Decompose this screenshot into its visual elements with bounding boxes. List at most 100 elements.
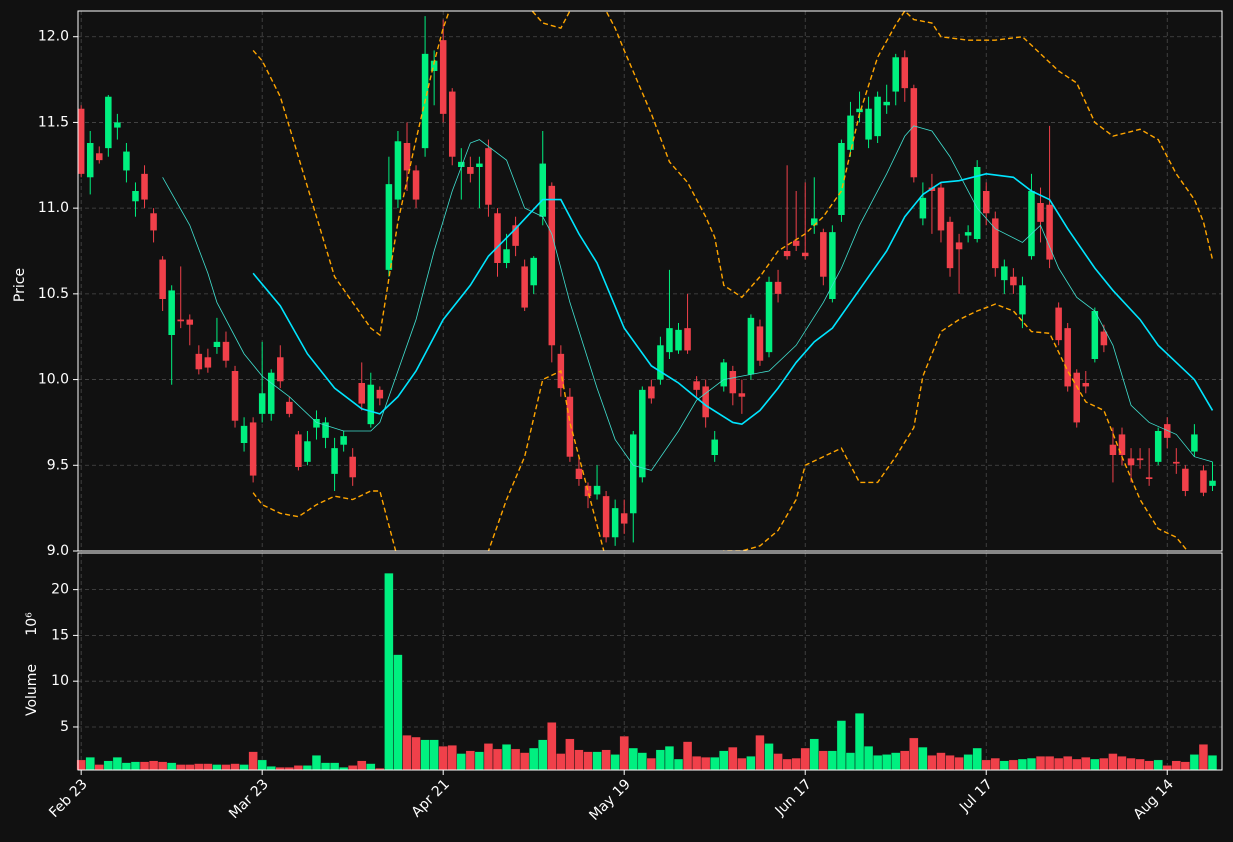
volume-bar xyxy=(511,748,521,771)
candle-body xyxy=(458,161,465,167)
volume-bar xyxy=(592,751,602,771)
candle-body xyxy=(186,319,194,325)
y-axis-label: Price xyxy=(12,268,28,302)
volume-bar xyxy=(112,757,122,771)
volume-bar xyxy=(483,743,494,771)
candle-body xyxy=(937,187,945,231)
candle-body xyxy=(403,143,411,171)
volume-bar xyxy=(1072,758,1082,771)
volume-bar xyxy=(945,755,955,771)
volume-bar xyxy=(311,755,322,771)
volume-bar xyxy=(130,761,141,771)
candle-body xyxy=(910,88,918,178)
candle-body xyxy=(150,213,157,231)
volume-bar xyxy=(854,713,865,771)
volume-bar xyxy=(809,738,819,771)
volume-bar xyxy=(1054,757,1064,771)
volume-bar xyxy=(402,735,412,771)
volume-bar xyxy=(447,745,457,771)
candle-body xyxy=(639,389,646,478)
candle-body xyxy=(1163,424,1171,438)
volume-bar xyxy=(1144,760,1154,771)
volume-bar xyxy=(501,744,512,771)
candle-body xyxy=(385,184,393,270)
candle-body xyxy=(376,389,384,399)
candle-body xyxy=(1173,461,1180,464)
volume-bar xyxy=(85,757,95,771)
candle-body xyxy=(231,371,239,421)
candle-body xyxy=(702,386,709,418)
volume-bar xyxy=(203,763,213,771)
candle-body xyxy=(792,240,800,246)
y-tick-label: 11.5 xyxy=(38,114,69,130)
candle-body xyxy=(322,422,329,438)
candle-body xyxy=(213,341,221,347)
y-tick-label: 10.5 xyxy=(38,286,69,302)
volume-bar xyxy=(574,749,584,771)
volume-bar xyxy=(628,747,638,771)
volume-bar xyxy=(348,765,358,771)
candle-body xyxy=(349,456,356,478)
volume-bar xyxy=(320,762,331,771)
volume-bar xyxy=(1026,757,1037,771)
volume-bar xyxy=(818,750,828,771)
candle-body xyxy=(530,257,537,286)
candle-body xyxy=(982,191,990,214)
volume-bar xyxy=(357,760,367,771)
candle-body xyxy=(801,252,809,257)
volume-frame xyxy=(77,552,1223,771)
candle-body xyxy=(313,419,320,428)
volume-bar xyxy=(927,755,937,771)
candle-body xyxy=(684,328,691,351)
volume-bar xyxy=(384,572,394,771)
y-tick-label: 20 xyxy=(51,582,69,598)
candle-body xyxy=(448,91,456,157)
candle-body xyxy=(1145,477,1153,479)
volume-bar xyxy=(655,749,665,771)
y-tick-label: 12.0 xyxy=(38,29,69,45)
volume-bar xyxy=(619,735,629,771)
volume-bar xyxy=(972,747,982,771)
volume-bar xyxy=(438,746,448,771)
candle-body xyxy=(883,101,890,106)
candle-body xyxy=(1037,203,1044,222)
candle-body xyxy=(675,329,682,351)
candle-body xyxy=(240,425,248,443)
candle-body xyxy=(847,115,854,150)
candle-body xyxy=(78,108,85,174)
volume-bar xyxy=(429,739,439,771)
volume-bar xyxy=(176,764,186,771)
volume-bar xyxy=(1162,765,1172,771)
candle-body xyxy=(249,422,257,476)
volume-bar xyxy=(547,722,557,771)
y-axis-label: Volume xyxy=(24,664,40,716)
candle-body xyxy=(1055,307,1062,341)
volume-bar xyxy=(302,765,313,771)
volume-bar xyxy=(1198,744,1209,771)
volume-bar xyxy=(1045,756,1055,771)
candle-body xyxy=(964,232,972,236)
volume-bar xyxy=(909,737,919,771)
volume-bar xyxy=(167,762,177,771)
candle-body xyxy=(1082,383,1090,387)
candle-body xyxy=(992,218,999,269)
volume-bar xyxy=(366,763,376,771)
volume-bar xyxy=(673,758,684,771)
candle-body xyxy=(693,381,700,390)
volume-bar xyxy=(882,754,892,771)
candle-body xyxy=(467,167,474,174)
candle-body xyxy=(566,396,574,457)
candle-body xyxy=(430,60,438,71)
volume-bar xyxy=(990,757,1000,771)
volume-bar xyxy=(529,747,539,771)
candle-body xyxy=(765,281,773,353)
volume-bar xyxy=(248,751,258,771)
volume-bar xyxy=(474,751,484,771)
volume-bar xyxy=(257,759,267,771)
candle-body xyxy=(1191,434,1198,452)
candle-body xyxy=(901,57,909,89)
volume-bar xyxy=(538,739,548,771)
y-tick-label: 10 xyxy=(51,673,69,689)
candle-body xyxy=(1154,431,1162,462)
